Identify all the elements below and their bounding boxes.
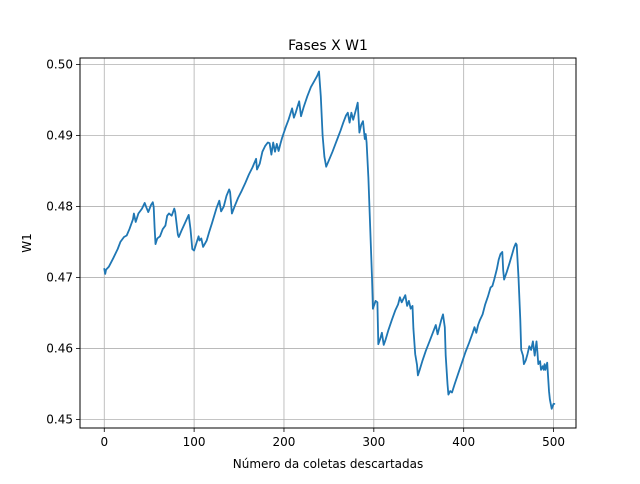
x-tick-label: 500 [542, 435, 565, 449]
y-axis-label: W1 [20, 233, 34, 253]
x-tick-label: 300 [362, 435, 385, 449]
series-line-w1 [103, 70, 556, 410]
x-tick-label: 200 [273, 435, 296, 449]
x-axis-label: Número da coletas descartadas [233, 457, 423, 471]
chart-title: Fases X W1 [288, 38, 368, 54]
y-tick-label: 0.50 [46, 57, 73, 71]
series-layer [103, 70, 556, 410]
y-tick-label: 0.49 [46, 128, 73, 142]
plot-frame [79, 57, 577, 429]
x-tick-label: 0 [100, 435, 108, 449]
y-tick-label: 0.46 [46, 341, 73, 355]
axis-ticks: 0 100 200 300 400 500 0.45 0.46 0.47 0.48 0.49 0.50 [46, 57, 565, 449]
x-tick-label: 100 [183, 435, 206, 449]
x-tick-label: 400 [452, 435, 475, 449]
gridlines [80, 58, 576, 428]
y-tick-label: 0.47 [46, 270, 73, 284]
y-tick-label: 0.48 [46, 199, 73, 213]
y-tick-label: 0.45 [46, 412, 73, 426]
